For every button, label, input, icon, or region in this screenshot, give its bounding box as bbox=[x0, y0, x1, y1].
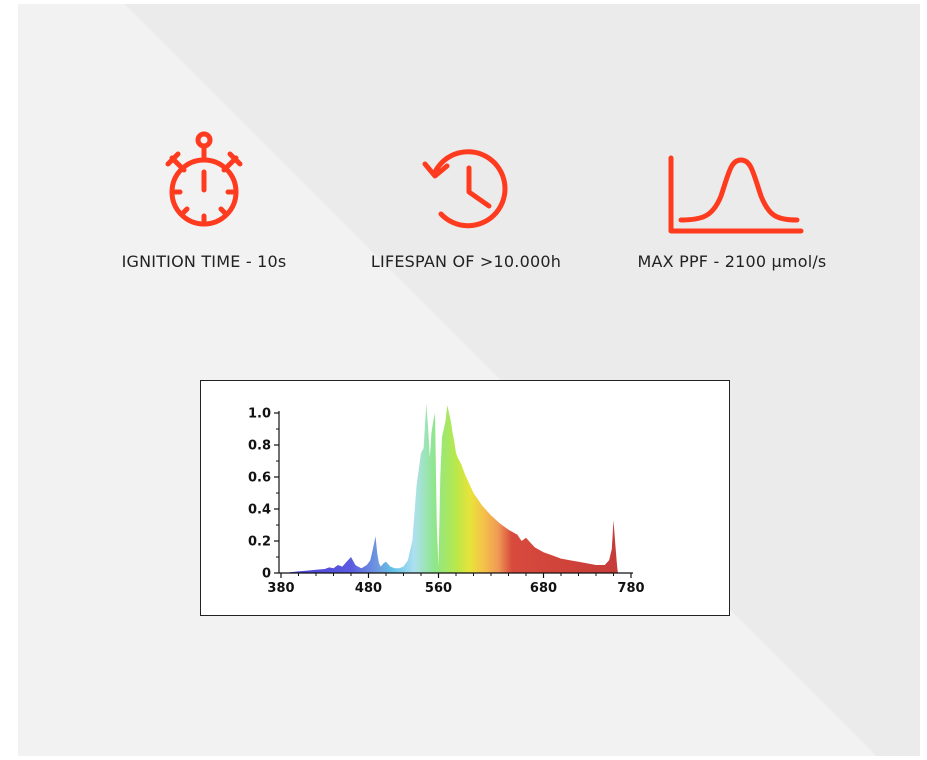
bell-curve-icon bbox=[668, 155, 804, 234]
spectrum-chart: 0 0.2 0.4 0.6 0.8 1.0 380 480 560 680 780 bbox=[200, 380, 730, 616]
ignition-time-label: IGNITION TIME - 10s bbox=[121, 252, 287, 271]
spectrum-area bbox=[289, 403, 618, 573]
feature-lifespan: LIFESPAN OF >10.000h bbox=[346, 128, 586, 288]
y-tick-label: 0 bbox=[262, 567, 271, 582]
x-tick-label: 560 bbox=[425, 581, 452, 596]
max-ppf-label: MAX PPF - 2100 µmol/s bbox=[637, 252, 827, 271]
feature-ignition-time: IGNITION TIME - 10s bbox=[84, 128, 324, 288]
x-tick-label: 480 bbox=[355, 581, 382, 596]
y-tick-label: 0.6 bbox=[248, 471, 271, 486]
y-tick-label: 0.8 bbox=[248, 439, 271, 454]
y-tick-label: 1.0 bbox=[248, 407, 271, 422]
x-tick-label: 780 bbox=[617, 581, 644, 596]
y-tick-label: 0.2 bbox=[248, 535, 271, 550]
feature-max-ppf: MAX PPF - 2100 µmol/s bbox=[612, 128, 852, 288]
lifespan-label: LIFESPAN OF >10.000h bbox=[370, 252, 562, 271]
spectrum-chart-svg: 0 0.2 0.4 0.6 0.8 1.0 380 480 560 680 780 bbox=[248, 403, 645, 596]
x-tick-label: 680 bbox=[530, 581, 557, 596]
x-tick-label: 380 bbox=[267, 581, 294, 596]
stopwatch-icon bbox=[165, 131, 243, 227]
y-tick-label: 0.4 bbox=[248, 503, 271, 518]
history-clock-icon bbox=[422, 149, 508, 229]
